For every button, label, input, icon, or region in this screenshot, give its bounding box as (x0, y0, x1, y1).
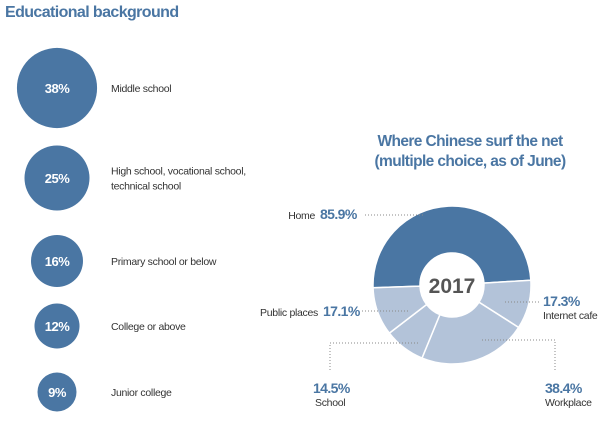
internet-cafe-value: 17.3% (543, 293, 581, 309)
bubble-category-label: Middle school (111, 83, 171, 95)
workplace-label: Workplace (545, 397, 592, 409)
bubble (34, 303, 80, 349)
donut-title: (multiple choice, as of June) (374, 153, 565, 170)
bubble (37, 372, 77, 412)
internet-cafe-label: Internet cafe (543, 310, 598, 322)
education-chart-title: Educational background (5, 4, 179, 21)
leader-line-workplace (482, 339, 556, 370)
bubble-value-label: 9% (48, 385, 67, 400)
bubble-category-label: College or above (111, 321, 186, 333)
bubble-category-label: Primary school or below (111, 256, 217, 268)
bubble-value-label: 25% (45, 171, 70, 186)
home-value: 85.9% (320, 206, 358, 222)
bubble (31, 235, 83, 287)
bubble-value-label: 16% (45, 254, 70, 269)
home-label: Home (288, 210, 315, 222)
public-places-label: Public places (260, 307, 318, 319)
bubble (16, 47, 98, 129)
donut-center-label: 2017 (429, 275, 476, 298)
bubble-value-label: 38% (45, 81, 70, 96)
donut-slice (421, 301, 520, 365)
donut-slice (372, 205, 532, 289)
workplace-value: 38.4% (545, 380, 583, 396)
bubble (24, 145, 90, 211)
donut-title: Where Chinese surf the net (377, 133, 563, 150)
bubble-value-label: 12% (45, 319, 70, 334)
school-value: 14.5% (313, 380, 351, 396)
public-places-value: 17.1% (323, 303, 361, 319)
leader-line-school (329, 342, 418, 370)
bubble-category-label: technical school (111, 181, 181, 193)
bubble-category-label: High school, vocational school, (111, 166, 246, 178)
bubble-category-label: Junior college (111, 387, 172, 399)
school-label: School (315, 397, 345, 409)
donut-slice (372, 285, 428, 335)
